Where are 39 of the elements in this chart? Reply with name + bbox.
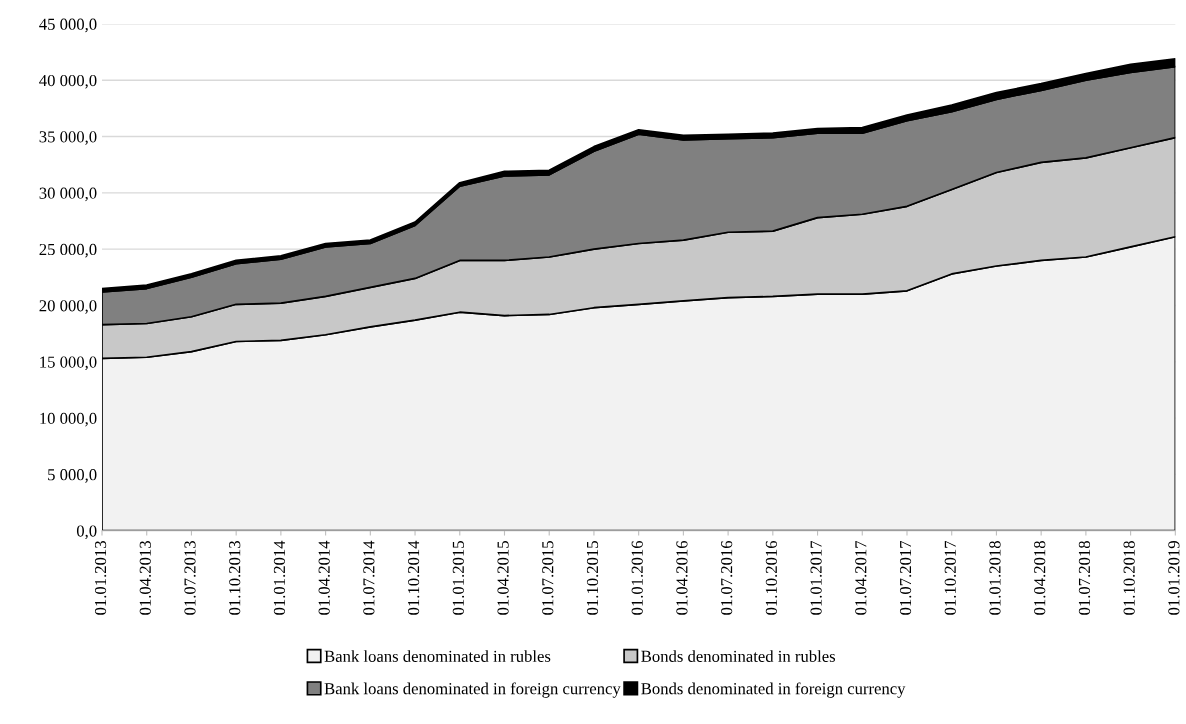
x-tick-label: 01.07.2015 <box>542 541 554 615</box>
y-tick-label: 15 000,0 <box>40 356 97 371</box>
x-tick-label: 01.01.2018 <box>989 541 1001 615</box>
y-tick-label: 20 000,0 <box>39 300 97 314</box>
x-tick-label: 01.01.2016 <box>631 540 643 615</box>
x-tick-label: 01.10.2016 <box>765 540 778 615</box>
x-tick-label: 01.04.2017 <box>855 540 867 615</box>
x-tick-label: 01.04.2013 <box>139 541 151 615</box>
y-tick-label: 5 000,0 <box>48 469 97 483</box>
x-tick-label: 01.07.2014 <box>363 540 375 615</box>
x-tick-label: 01.01.2017 <box>810 540 822 615</box>
x-tick-label: 01.10.2018 <box>1123 541 1135 615</box>
y-tick-label: 45 000,0 <box>39 18 97 33</box>
y-tick-label: 25 000,0 <box>39 243 97 258</box>
y-tick-label: 40 000,0 <box>39 74 97 89</box>
x-tick-label: 01.10.2014 <box>407 540 420 615</box>
x-tick-label: 01.07.2017 <box>899 540 912 615</box>
legend-label: Bonds denominated in foreign currency <box>641 682 906 698</box>
legend-label: Bank loans denominated in rubles <box>324 650 551 662</box>
x-tick-label: 01.07.2018 <box>1078 541 1091 615</box>
x-tick-label: 01.10.2015 <box>586 541 599 615</box>
x-tick-label: 01.01.2013 <box>94 541 107 615</box>
legend-label: Bank loans denominated in foreign currency <box>324 682 621 698</box>
x-tick-label: 01.01.2019 <box>1168 541 1180 615</box>
y-tick-label: 0,0 <box>76 525 97 540</box>
y-tick-label: 35 000,0 <box>39 131 97 145</box>
x-tick-label: 01.04.2018 <box>1034 541 1046 615</box>
y-tick-label: 30 000,0 <box>39 187 97 202</box>
y-tick-label: 10 000,0 <box>40 412 97 427</box>
legend-label: Bonds denominated in rubles <box>641 650 836 662</box>
x-tick-label: 01.01.2014 <box>273 540 286 615</box>
x-tick-label: 01.04.2015 <box>497 541 509 615</box>
x-tick-label: 01.10.2013 <box>229 541 241 615</box>
x-tick-label: 01.07.2016 <box>721 540 733 615</box>
x-tick-label: 01.04.2016 <box>676 540 688 615</box>
x-tick-label: 01.01.2015 <box>452 541 465 615</box>
x-tick-label: 01.04.2014 <box>318 540 330 615</box>
x-tick-label: 01.07.2013 <box>184 541 196 615</box>
x-tick-label: 01.10.2017 <box>944 540 956 615</box>
